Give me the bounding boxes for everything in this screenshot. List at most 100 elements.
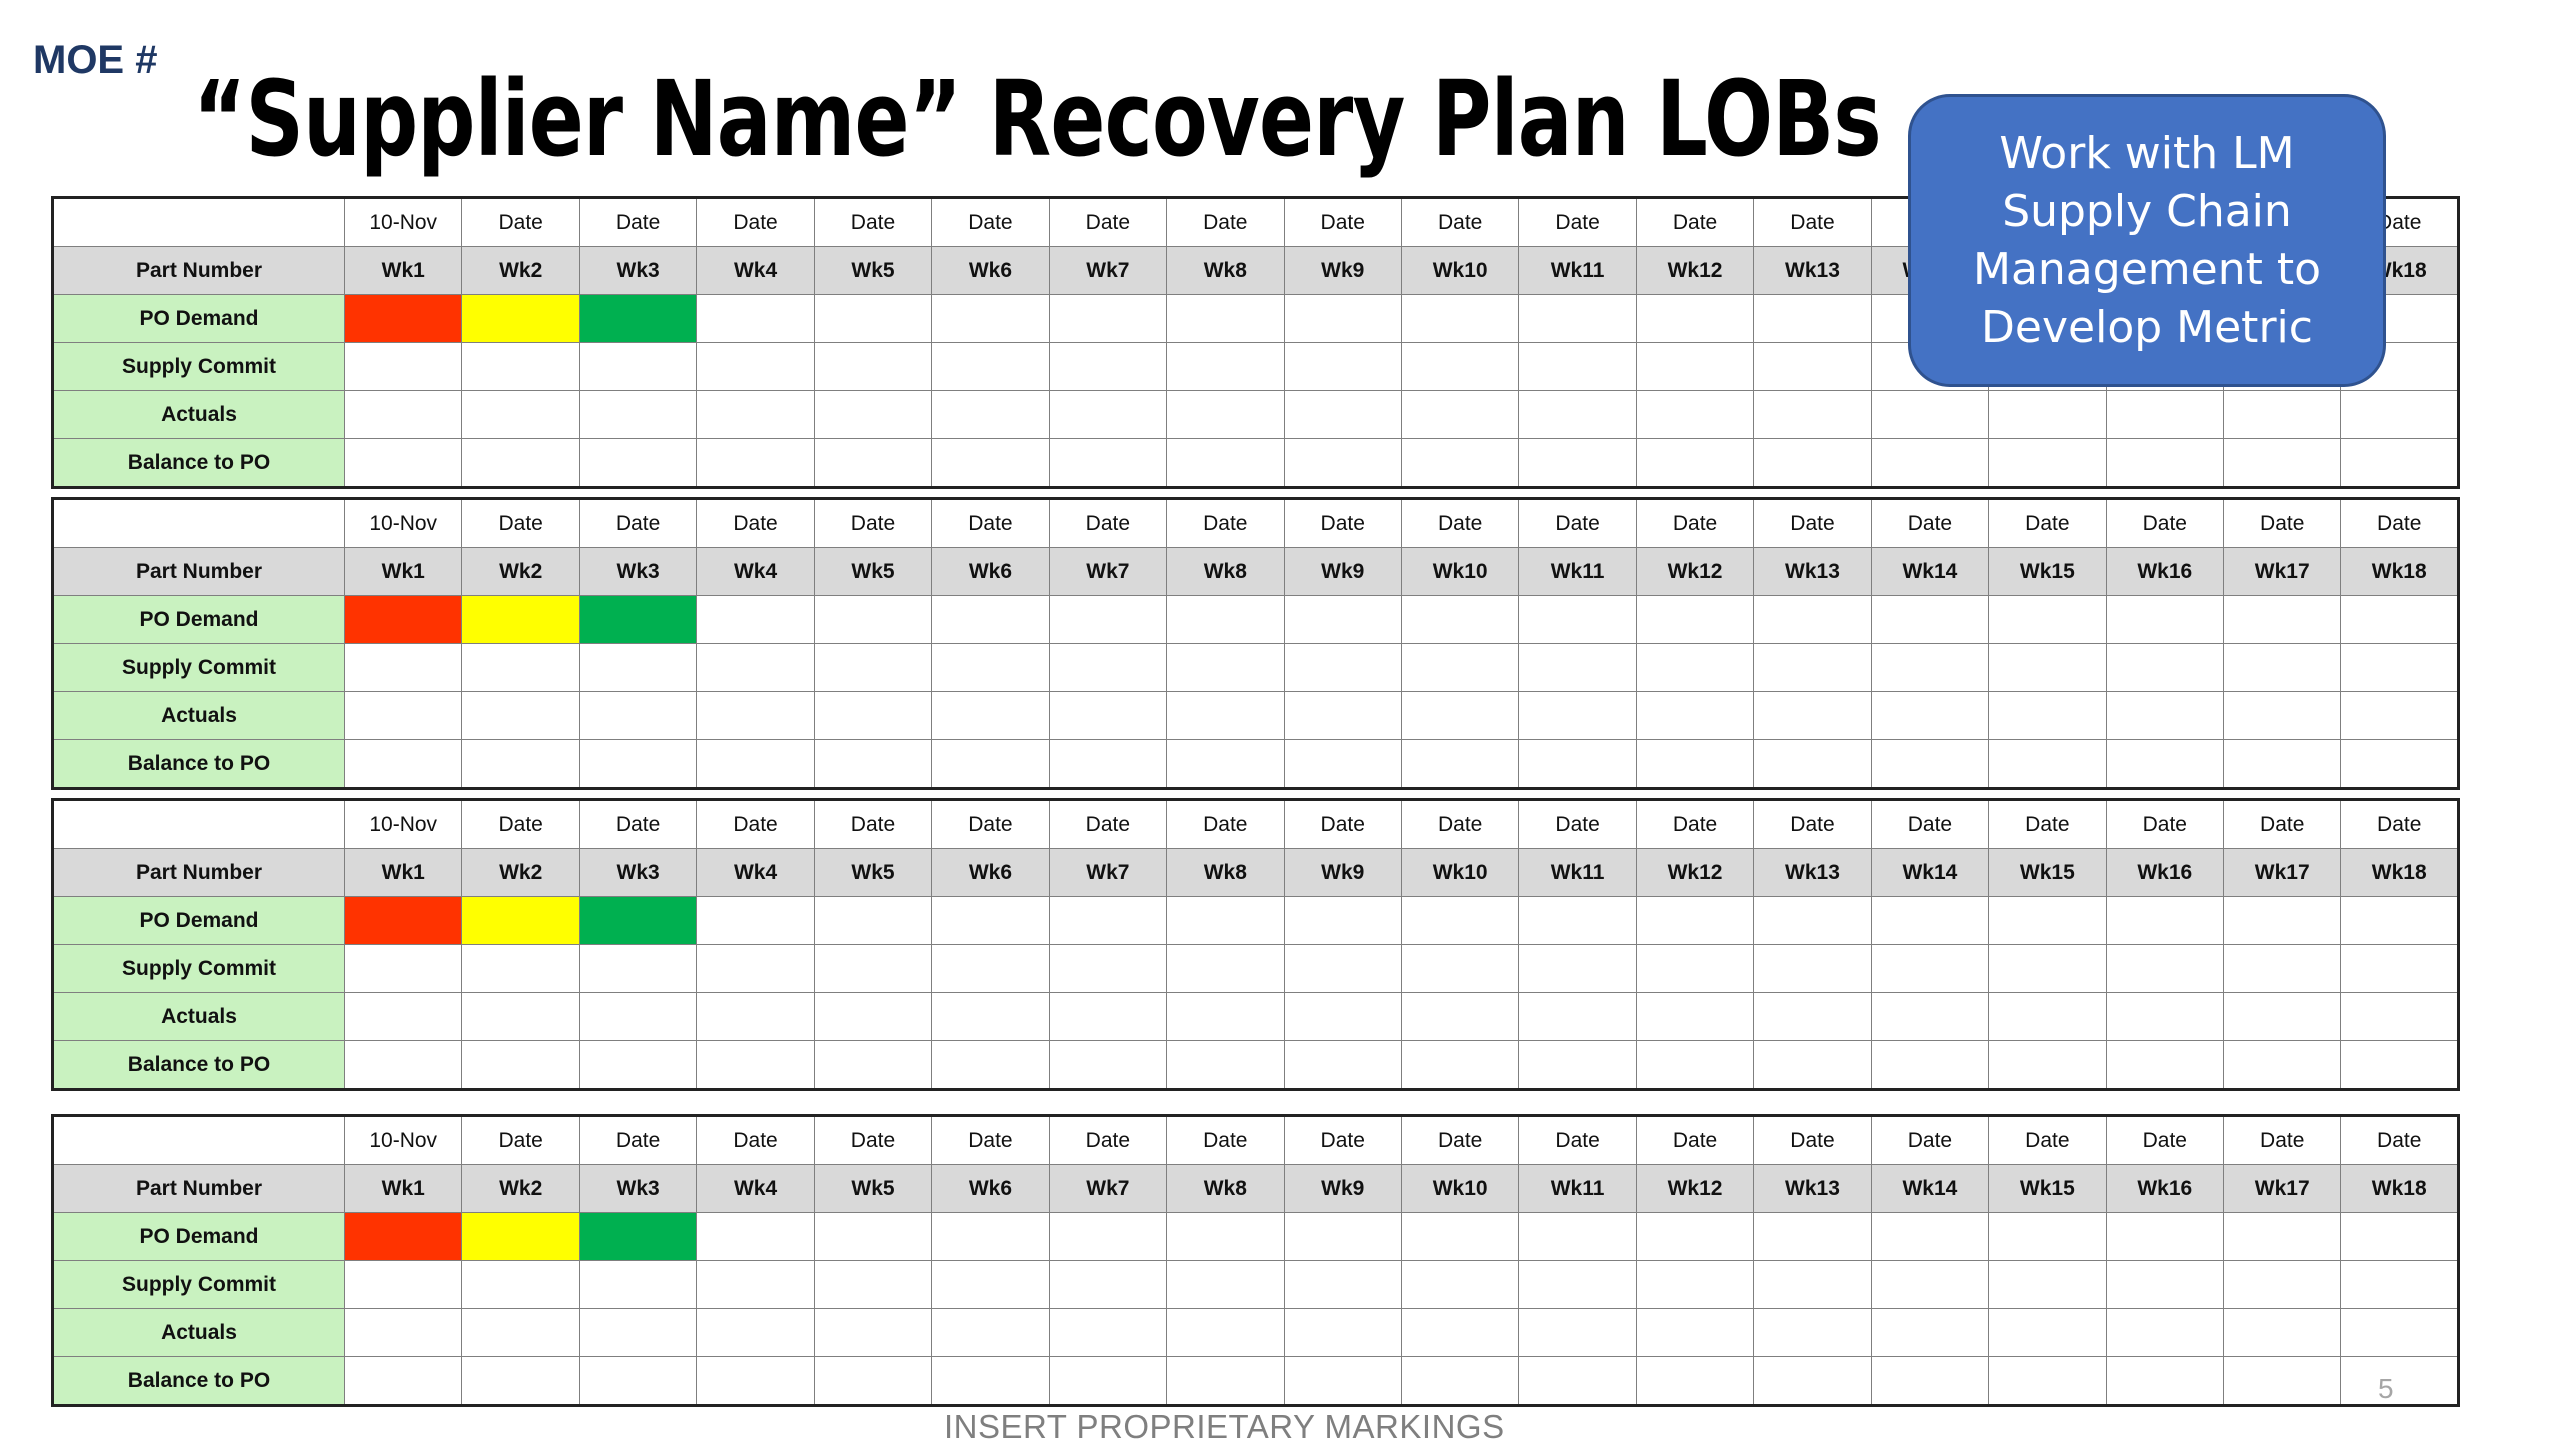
- data-cell[interactable]: [1166, 438, 1285, 488]
- data-cell[interactable]: [1400, 438, 1520, 488]
- data-cell[interactable]: [1283, 1040, 1402, 1090]
- data-cell[interactable]: [578, 1356, 698, 1406]
- data-cell[interactable]: [1166, 896, 1285, 945]
- data-cell[interactable]: [1166, 390, 1285, 439]
- data-cell[interactable]: [931, 1040, 1050, 1090]
- data-cell[interactable]: [1635, 944, 1755, 993]
- data-cell[interactable]: [1518, 1308, 1637, 1357]
- data-cell[interactable]: [1048, 896, 1168, 945]
- data-cell[interactable]: [931, 643, 1050, 692]
- data-cell[interactable]: [1635, 896, 1755, 945]
- data-cell[interactable]: [1166, 1308, 1285, 1357]
- data-cell[interactable]: [1870, 1308, 1990, 1357]
- data-cell[interactable]: [813, 896, 933, 945]
- data-cell[interactable]: [696, 390, 815, 439]
- data-cell[interactable]: [2105, 438, 2225, 488]
- data-cell[interactable]: [1400, 1356, 1520, 1406]
- data-cell[interactable]: [813, 438, 933, 488]
- data-cell[interactable]: [1518, 390, 1637, 439]
- data-cell[interactable]: [1753, 438, 1872, 488]
- data-cell[interactable]: [461, 739, 580, 789]
- data-cell[interactable]: [2340, 739, 2459, 789]
- data-cell[interactable]: [1400, 643, 1520, 692]
- data-cell[interactable]: [1048, 1356, 1168, 1406]
- data-cell[interactable]: [813, 739, 933, 789]
- data-cell[interactable]: [2222, 595, 2342, 644]
- data-cell[interactable]: [931, 944, 1050, 993]
- data-cell[interactable]: [813, 1040, 933, 1090]
- data-cell[interactable]: [1048, 438, 1168, 488]
- data-cell[interactable]: [1870, 1260, 1990, 1309]
- data-cell[interactable]: [1988, 1308, 2107, 1357]
- data-cell[interactable]: [696, 1308, 815, 1357]
- data-cell[interactable]: [578, 992, 698, 1041]
- data-cell[interactable]: [1870, 896, 1990, 945]
- data-cell[interactable]: [1635, 1040, 1755, 1090]
- data-cell[interactable]: [1283, 944, 1402, 993]
- data-cell[interactable]: [931, 390, 1050, 439]
- data-cell[interactable]: [931, 739, 1050, 789]
- data-cell[interactable]: [696, 1260, 815, 1309]
- data-cell[interactable]: [696, 739, 815, 789]
- data-cell[interactable]: [1048, 992, 1168, 1041]
- data-cell[interactable]: [1400, 1212, 1520, 1261]
- data-cell[interactable]: [2222, 896, 2342, 945]
- data-cell[interactable]: [1048, 390, 1168, 439]
- data-cell[interactable]: [1870, 691, 1990, 740]
- data-cell[interactable]: [1753, 390, 1872, 439]
- data-cell[interactable]: [1048, 342, 1168, 391]
- data-cell[interactable]: [813, 1260, 933, 1309]
- data-cell[interactable]: [813, 1212, 933, 1261]
- data-cell[interactable]: [696, 992, 815, 1041]
- data-cell[interactable]: [1635, 643, 1755, 692]
- data-cell[interactable]: [1635, 1212, 1755, 1261]
- data-cell[interactable]: [813, 294, 933, 343]
- data-cell[interactable]: [1518, 1212, 1637, 1261]
- data-cell[interactable]: [1753, 944, 1872, 993]
- data-cell[interactable]: [2222, 643, 2342, 692]
- data-cell[interactable]: [1166, 944, 1285, 993]
- data-cell[interactable]: [1166, 342, 1285, 391]
- data-cell[interactable]: [1518, 896, 1637, 945]
- data-cell[interactable]: [1400, 691, 1520, 740]
- data-cell[interactable]: [813, 390, 933, 439]
- data-cell[interactable]: [1753, 896, 1872, 945]
- data-cell[interactable]: [578, 1308, 698, 1357]
- data-cell[interactable]: [1400, 1040, 1520, 1090]
- data-cell[interactable]: [1988, 595, 2107, 644]
- data-cell[interactable]: [931, 342, 1050, 391]
- data-cell[interactable]: [1283, 294, 1402, 343]
- data-cell[interactable]: [578, 739, 698, 789]
- data-cell[interactable]: [1753, 342, 1872, 391]
- data-cell[interactable]: [578, 342, 698, 391]
- data-cell[interactable]: [578, 438, 698, 488]
- data-cell[interactable]: [931, 294, 1050, 343]
- data-cell[interactable]: [343, 739, 463, 789]
- data-cell[interactable]: [461, 643, 580, 692]
- data-cell[interactable]: [1635, 438, 1755, 488]
- data-cell[interactable]: [1400, 1308, 1520, 1357]
- data-cell[interactable]: [1283, 342, 1402, 391]
- data-cell[interactable]: [1166, 992, 1285, 1041]
- data-cell[interactable]: [1988, 944, 2107, 993]
- data-cell[interactable]: [2340, 1040, 2459, 1090]
- data-cell[interactable]: [931, 896, 1050, 945]
- data-cell[interactable]: [1048, 294, 1168, 343]
- data-cell[interactable]: [813, 944, 933, 993]
- data-cell[interactable]: [2340, 1260, 2459, 1309]
- data-cell[interactable]: [1870, 1040, 1990, 1090]
- status-cell-red[interactable]: [343, 1212, 463, 1261]
- data-cell[interactable]: [2105, 739, 2225, 789]
- data-cell[interactable]: [931, 691, 1050, 740]
- data-cell[interactable]: [1988, 1356, 2107, 1406]
- data-cell[interactable]: [343, 1356, 463, 1406]
- data-cell[interactable]: [1988, 739, 2107, 789]
- data-cell[interactable]: [1635, 739, 1755, 789]
- data-cell[interactable]: [461, 1260, 580, 1309]
- data-cell[interactable]: [2340, 390, 2459, 439]
- data-cell[interactable]: [2222, 944, 2342, 993]
- data-cell[interactable]: [2105, 1212, 2225, 1261]
- data-cell[interactable]: [1400, 739, 1520, 789]
- data-cell[interactable]: [1870, 390, 1990, 439]
- data-cell[interactable]: [2340, 691, 2459, 740]
